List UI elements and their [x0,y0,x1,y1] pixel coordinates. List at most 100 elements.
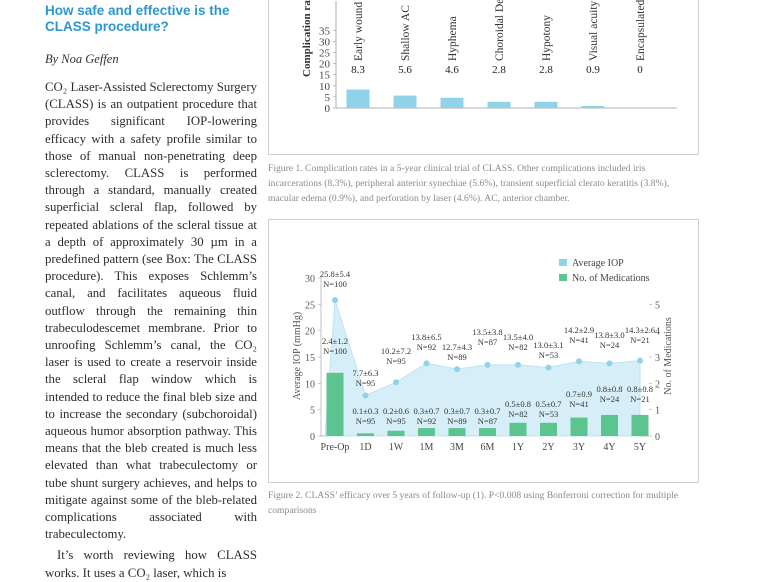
y-tick-label: 35 [319,25,331,37]
category-label: 3Y [573,442,585,453]
category-label: 1M [420,442,434,453]
medication-data-label: 0.7±0.9 [566,389,592,399]
medication-data-label: 0.8±0.8 [627,384,653,394]
medication-data-label: 0.3±0.7 [475,406,501,416]
category-label: Visual acuity reduc [588,0,600,61]
legend-swatch-meds [559,274,567,281]
iop-data-label: 13.5±3.8 [472,327,502,337]
y2-tick-label: 0 [655,432,660,443]
y2-tick-label: 3 [655,353,660,364]
medication-bar [448,428,466,436]
category-label: Shallow AC [400,5,412,61]
article-title: How safe and effective is the CLASS proc… [45,3,230,34]
iop-point [606,360,613,367]
article-paragraph: CO₂ Laser-Assisted Sclerectomy Surgery (… [45,80,257,542]
iop-data-label: 13.8±6.5 [411,332,441,342]
data-label: 2.8 [492,64,506,76]
category-label: Early wound [353,2,365,61]
y-tick-label: 20 [319,59,331,71]
y-tick-label: 25 [305,300,315,311]
medication-bar [601,414,618,436]
y-tick-label: 20 [305,327,315,338]
y-tick-label: 0 [310,432,315,443]
medication-bar [387,430,405,436]
iop-data-label: 25.8±5.4 [320,269,351,279]
data-label: 2.8 [539,64,553,76]
y-tick-label: 10 [319,81,331,93]
data-label: 8.3 [351,64,365,76]
data-label: 0 [637,64,643,76]
iop-point [545,364,552,371]
medication-data-label: N=95 [356,416,375,426]
medication-bar [540,422,557,436]
y-tick-label: 15 [305,353,315,364]
iop-point [637,357,643,364]
data-label: 0.9 [586,64,600,76]
y-tick-label: 25 [319,48,331,60]
iop-point [484,361,491,368]
y-tick-label: 15 [319,70,331,82]
iop-area [324,299,641,437]
medication-data-label: 0.8±0.8 [597,384,623,394]
y2-tick-label: 1 [655,406,660,417]
medication-data-label: 0.2±0.6 [383,406,409,416]
medication-data-label: N=24 [600,394,620,404]
iop-data-label: 10.2±7.2 [381,346,411,356]
bar [581,106,605,108]
data-label: 5.6 [398,64,412,76]
medication-data-label: 0.1±0.3 [353,406,379,416]
category-label: 2Y [542,442,554,453]
iop-point [576,358,582,365]
legend-swatch-iop [559,259,567,266]
category-label: 1D [359,442,371,453]
bar [393,95,417,108]
y-tick-label: 5 [310,406,315,417]
figure1-caption: Figure 1. Complication rates in a 5-year… [268,163,670,204]
medication-bar [418,428,435,436]
iop-data-label: N=100 [323,279,347,289]
iop-data-label: N=87 [478,337,497,347]
medication-data-label: 0.5±0.8 [505,399,531,409]
iop-point [362,392,369,399]
medication-bar [509,422,527,436]
iop-data-label: N=92 [417,342,436,352]
iop-point [423,360,430,367]
iop-data-label: N=82 [508,342,527,352]
category-label: Choroidal Detach [494,0,506,61]
medication-data-label: N=89 [447,416,466,426]
iop-data-label: 7.7±6.3 [353,368,379,378]
iop-data-label: 14.3±2.6 [625,325,655,335]
iop-point [393,379,399,386]
bar [440,97,464,108]
medication-data-label: N=53 [539,409,558,419]
medication-bar [326,372,344,436]
y2-tick-label: 5 [655,300,660,311]
figure2-box: Average IOP No. of Medications 0 5 10 15 20 25 3… [268,219,699,483]
y-tick-label: 30 [305,274,315,285]
medication-data-label: N=41 [569,399,588,409]
iop-data-label: 13.0±3.1 [533,340,563,350]
legend-label-meds: No. of Medications [572,273,650,284]
y-tick-label: 30 [319,36,331,48]
data-label: 4.6 [445,64,459,76]
iop-data-label: 12.7±4.3 [442,342,472,352]
iop-data-label: 13.5±4.0 [503,332,533,342]
medication-data-label: 0.3±0.7 [414,406,440,416]
y-tick-label: 5 [325,92,331,104]
medication-bar [570,417,588,436]
category-label: Pre-Op [321,442,350,453]
medication-data-label: N=100 [323,346,347,356]
figure1-box: 0 5 10 15 20 25 30 35 Complication rat 8.3 Early w… [268,0,699,155]
iop-point [454,366,460,373]
medication-bar [479,428,496,436]
iop-point [515,361,521,368]
bar [487,101,511,108]
category-label: 4Y [603,442,615,453]
category-label: Encapsulated Bleb [635,0,647,61]
y2-tick-label: 2 [655,379,660,390]
medication-data-label: N=95 [386,416,405,426]
iop-data-label: 13.8±3.0 [594,330,624,340]
iop-data-label: N=24 [600,340,620,350]
article-column: How safe and effective is the CLASS proc… [45,0,257,582]
